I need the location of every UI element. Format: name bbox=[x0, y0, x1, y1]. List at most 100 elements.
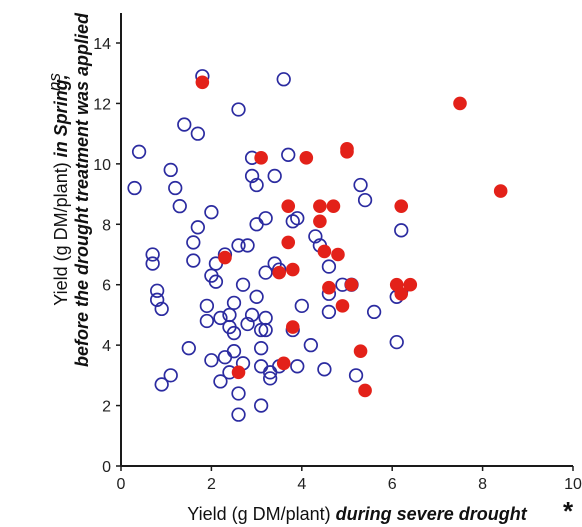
y-tick-label: 0 bbox=[102, 459, 111, 476]
open-point bbox=[317, 362, 332, 377]
open-point bbox=[181, 341, 196, 356]
open-point bbox=[199, 298, 215, 314]
open-point bbox=[190, 126, 205, 141]
filled-point bbox=[276, 356, 291, 371]
filled-point bbox=[453, 96, 467, 111]
open-point bbox=[276, 72, 291, 87]
y-tick-label: 8 bbox=[102, 217, 111, 234]
filled-point bbox=[285, 320, 300, 334]
y-significance-marker: ns bbox=[45, 73, 64, 91]
filled-point bbox=[340, 144, 354, 159]
open-point bbox=[321, 259, 337, 274]
open-point bbox=[244, 307, 260, 323]
open-point bbox=[258, 211, 273, 226]
open-point bbox=[394, 223, 409, 238]
open-point bbox=[258, 310, 273, 326]
x-tick-label: 10 bbox=[564, 476, 582, 493]
open-point bbox=[285, 214, 300, 229]
open-point bbox=[226, 295, 242, 310]
open-point bbox=[303, 337, 318, 353]
filled-point bbox=[285, 262, 300, 277]
open-point bbox=[244, 168, 260, 184]
open-point bbox=[240, 238, 255, 253]
open-point bbox=[253, 322, 269, 338]
open-point bbox=[177, 117, 192, 132]
open-point bbox=[258, 265, 273, 280]
open-point bbox=[253, 341, 269, 356]
data-points bbox=[127, 69, 508, 422]
x-tick-label: 0 bbox=[117, 476, 126, 493]
open-point bbox=[199, 313, 215, 329]
open-point bbox=[389, 334, 404, 350]
filled-point bbox=[322, 280, 336, 295]
filled-point bbox=[218, 250, 232, 265]
y-axis-label-line1: Yield (g DM/plant) in Spring, bbox=[51, 74, 71, 305]
y-tick-label: 14 bbox=[93, 36, 111, 53]
open-point bbox=[186, 253, 201, 268]
open-point bbox=[290, 211, 305, 226]
y-tick-label: 6 bbox=[102, 278, 111, 295]
filled-point bbox=[326, 199, 341, 213]
open-point bbox=[231, 407, 246, 422]
open-point bbox=[217, 350, 233, 365]
open-point bbox=[163, 162, 178, 178]
open-point bbox=[348, 368, 364, 383]
open-point bbox=[258, 322, 273, 338]
filled-point bbox=[299, 151, 314, 165]
filled-point bbox=[313, 214, 327, 229]
open-point bbox=[263, 371, 278, 386]
filled-point bbox=[317, 244, 332, 259]
y-axis-label-line2: before the drought treatment was applied bbox=[72, 12, 92, 367]
open-point bbox=[231, 102, 246, 117]
x-tick-label: 6 bbox=[388, 476, 397, 493]
open-point bbox=[253, 398, 269, 413]
open-point bbox=[267, 168, 282, 184]
open-point bbox=[213, 310, 228, 326]
filled-point bbox=[353, 344, 368, 358]
open-point bbox=[281, 147, 296, 162]
x-axis-label: Yield (g DM/plant) during severe drought bbox=[187, 504, 527, 524]
open-point bbox=[150, 292, 165, 307]
open-point bbox=[321, 304, 337, 320]
open-point bbox=[226, 325, 242, 341]
open-point bbox=[226, 344, 242, 359]
filled-point bbox=[281, 235, 296, 250]
filled-point bbox=[281, 199, 296, 213]
x-significance-marker: * bbox=[563, 496, 574, 526]
open-point bbox=[150, 283, 165, 298]
filled-point bbox=[231, 365, 246, 380]
filled-point bbox=[344, 277, 359, 292]
filled-point bbox=[272, 265, 287, 280]
open-point bbox=[172, 199, 187, 214]
open-point bbox=[308, 229, 323, 244]
open-point bbox=[127, 180, 142, 196]
filled-point bbox=[394, 286, 409, 301]
open-point bbox=[294, 298, 309, 314]
open-point bbox=[154, 377, 169, 392]
y-tick-label: 10 bbox=[93, 157, 111, 174]
open-point bbox=[190, 220, 205, 235]
open-point bbox=[186, 235, 201, 250]
filled-point bbox=[394, 199, 409, 213]
filled-point bbox=[335, 299, 350, 313]
x-tick-label: 8 bbox=[478, 476, 487, 493]
y-axis: 0 2 4 6 8 10 12 14 bbox=[93, 13, 122, 476]
x-axis: 0 2 4 6 8 10 bbox=[117, 465, 582, 493]
x-tick-label: 2 bbox=[207, 476, 216, 493]
y-ticks: 0 2 4 6 8 10 12 14 bbox=[93, 36, 121, 476]
open-point bbox=[131, 144, 147, 159]
open-point bbox=[231, 386, 246, 401]
open-point bbox=[357, 192, 373, 208]
open-point bbox=[353, 177, 368, 193]
open-point bbox=[366, 304, 382, 320]
open-point bbox=[204, 353, 219, 368]
y-tick-label: 12 bbox=[93, 96, 111, 113]
open-point bbox=[253, 359, 269, 374]
open-point bbox=[168, 180, 183, 196]
filled-point bbox=[313, 199, 327, 213]
open-point bbox=[145, 256, 160, 271]
open-point bbox=[208, 274, 224, 289]
y-tick-label: 2 bbox=[102, 399, 111, 416]
open-point bbox=[240, 316, 255, 332]
